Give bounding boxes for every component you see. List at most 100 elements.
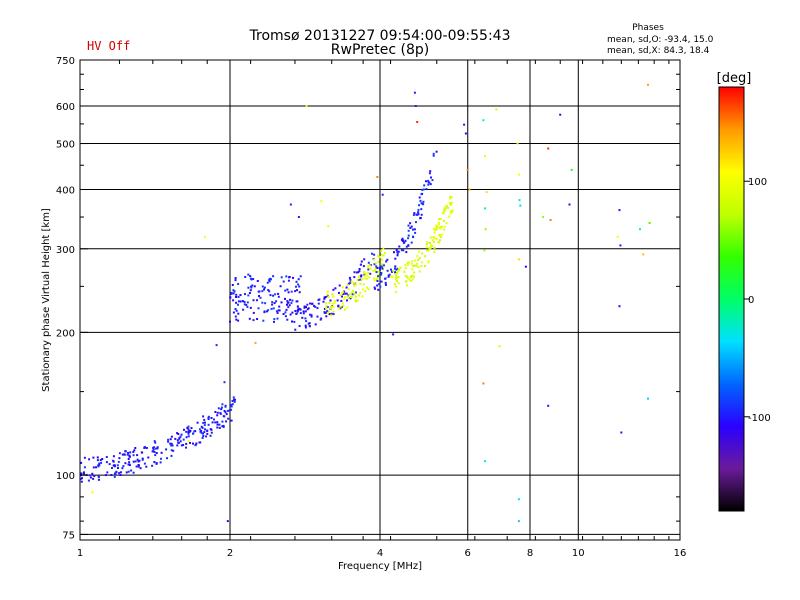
data-point: [203, 235, 206, 238]
hv-status-text: HV Off: [87, 39, 130, 53]
data-point: [100, 461, 103, 464]
data-point: [135, 465, 138, 468]
x-tick-label: 8: [527, 548, 533, 559]
data-point: [207, 418, 210, 420]
data-point: [356, 278, 359, 281]
data-point: [421, 261, 424, 264]
data-point: [304, 324, 307, 327]
data-point: [203, 431, 206, 434]
data-point: [187, 428, 190, 431]
data-point: [216, 411, 219, 414]
data-point: [329, 299, 332, 302]
data-point: [124, 450, 127, 453]
data-point: [396, 251, 399, 253]
data-point: [151, 450, 154, 453]
data-point: [340, 299, 343, 302]
data-point: [299, 312, 302, 315]
data-point: [358, 270, 361, 273]
data-point: [252, 319, 255, 322]
data-point: [359, 275, 362, 278]
data-point: [463, 123, 466, 126]
data-point: [375, 271, 378, 274]
data-point: [440, 226, 442, 229]
data-point: [377, 260, 380, 263]
chart-title: Tromsø 20131227 09:54:00-09:55:43: [249, 28, 511, 44]
data-point: [442, 219, 445, 222]
data-point: [233, 290, 236, 293]
data-point: [111, 467, 113, 469]
data-point: [407, 224, 410, 227]
data-point: [433, 247, 436, 249]
data-point: [249, 275, 252, 278]
data-point: [304, 310, 307, 313]
data-point: [215, 344, 218, 347]
data-point: [618, 305, 621, 308]
data-point: [220, 406, 223, 409]
data-point: [297, 307, 300, 310]
data-point: [95, 466, 97, 469]
data-point: [202, 415, 205, 418]
data-point: [93, 475, 96, 477]
data-point: [289, 298, 291, 301]
data-point: [367, 268, 370, 271]
data-point: [432, 236, 435, 239]
data-point: [418, 196, 421, 199]
data-point: [413, 212, 416, 214]
data-point: [187, 435, 190, 438]
data-point: [137, 465, 140, 468]
data-point: [410, 276, 413, 279]
data-point: [422, 200, 425, 203]
data-point: [347, 297, 350, 300]
data-point: [304, 317, 307, 320]
data-point: [92, 477, 95, 480]
data-point: [272, 294, 275, 297]
data-point: [417, 265, 420, 268]
data-point: [298, 291, 301, 294]
data-point: [395, 268, 398, 271]
data-point: [214, 411, 217, 413]
data-point: [404, 239, 407, 242]
data-point: [375, 278, 378, 281]
data-point: [331, 293, 334, 296]
data-point: [160, 457, 162, 460]
data-point: [376, 276, 379, 279]
data-point: [234, 398, 236, 401]
data-point: [306, 303, 309, 306]
data-point: [183, 428, 185, 431]
data-point: [420, 202, 423, 205]
data-point: [343, 297, 345, 300]
data-point: [128, 454, 131, 457]
data-point: [316, 315, 319, 318]
data-point: [380, 253, 383, 256]
data-point: [442, 212, 445, 215]
data-point: [438, 234, 441, 237]
data-point: [104, 474, 107, 477]
data-point: [171, 444, 174, 447]
colorbar: [718, 86, 745, 512]
data-point: [105, 456, 108, 458]
data-point: [393, 251, 395, 254]
data-point: [425, 246, 428, 249]
data-point: [396, 254, 399, 257]
data-point: [227, 417, 230, 420]
data-point: [368, 276, 371, 279]
data-point: [396, 252, 399, 255]
data-point: [128, 464, 131, 467]
x-axis-label: Frequency [MHz]: [338, 561, 422, 572]
data-point: [619, 244, 622, 247]
data-point: [309, 313, 312, 316]
data-point: [290, 301, 293, 304]
data-point: [97, 464, 100, 467]
data-point: [483, 249, 486, 252]
data-point: [288, 304, 291, 307]
data-point: [237, 312, 240, 315]
data-point: [346, 284, 349, 286]
data-point: [373, 263, 376, 266]
data-point: [405, 280, 408, 283]
data-point: [421, 188, 424, 191]
data-point: [316, 307, 319, 310]
data-point: [154, 454, 157, 457]
data-point: [235, 301, 238, 304]
data-point: [247, 294, 250, 297]
data-point: [356, 299, 359, 302]
